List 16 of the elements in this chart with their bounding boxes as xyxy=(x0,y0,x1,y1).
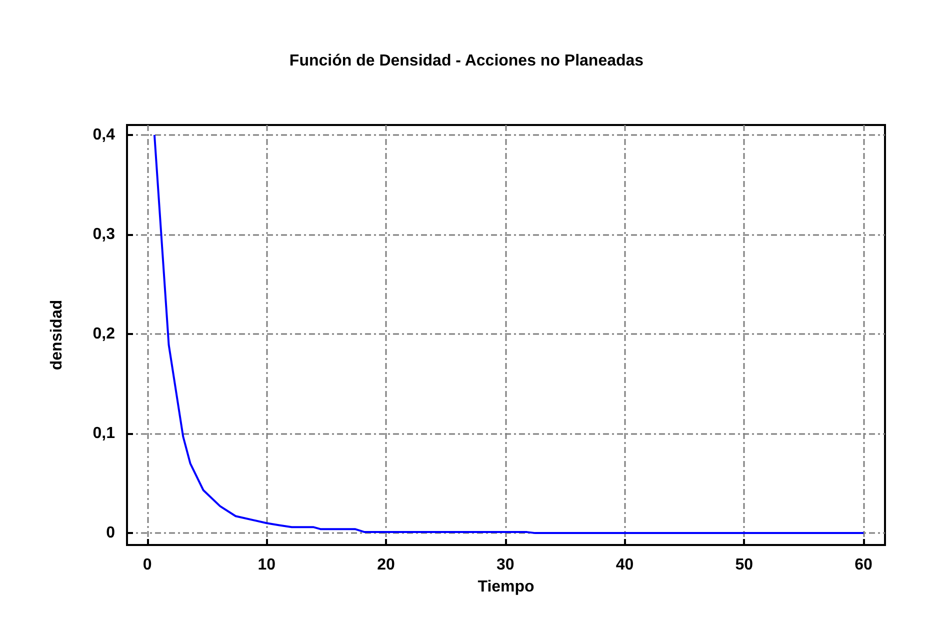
x-tick-label: 0 xyxy=(142,556,152,574)
line-series xyxy=(153,134,865,534)
y-tick-label: 0,3 xyxy=(92,226,116,243)
x-tick-label: 20 xyxy=(377,556,396,574)
x-tick-label: 30 xyxy=(496,556,514,574)
y-tick-label: 0,1 xyxy=(92,425,116,442)
y-tick-label: 0,4 xyxy=(92,126,116,144)
x-tick-label: 10 xyxy=(258,556,276,574)
x-tick-label: 50 xyxy=(735,556,754,574)
x-tick-label: 40 xyxy=(616,556,634,574)
y-axis-title: densidad xyxy=(48,300,66,370)
y-tick-label: 0 xyxy=(106,524,116,542)
y-tick-label: 0,2 xyxy=(92,326,116,343)
x-axis-title: Tiempo xyxy=(478,578,535,596)
x-tick-label: 60 xyxy=(854,556,873,574)
chart-title: Función de Densidad - Acciones no Planeadas xyxy=(289,52,644,70)
